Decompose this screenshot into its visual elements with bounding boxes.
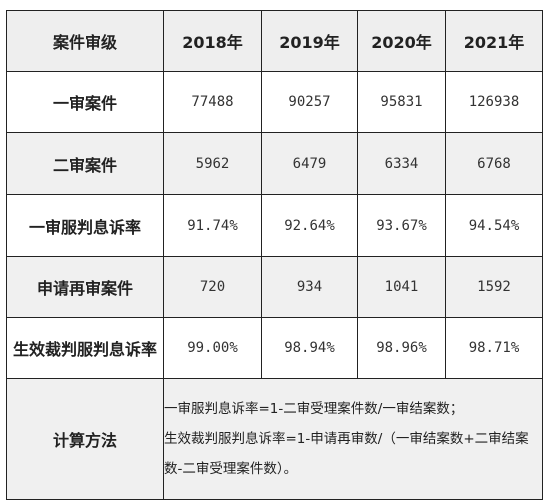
row-label: 申请再审案件 [6, 256, 164, 318]
table-cell: 95831 [357, 71, 446, 133]
table-cell: 92.64% [261, 194, 358, 257]
table-cell: 934 [261, 256, 358, 318]
table-row-first-instance-acceptance-rate: 一审服判息诉率 91.74% 92.64% 93.67% 94.54% [6, 194, 543, 257]
method-label: 计算方法 [6, 378, 164, 500]
table-cell: 1592 [445, 256, 543, 318]
table-cell: 98.94% [261, 317, 358, 379]
header-year-2018: 2018年 [163, 10, 262, 72]
method-line: 生效裁判服判息诉率=1-申请再审数/（一审结案数+二审结案 [164, 431, 529, 447]
table-cell: 98.71% [445, 317, 543, 379]
row-label: 生效裁判服判息诉率 [6, 317, 164, 379]
table-cell: 90257 [261, 71, 358, 133]
table-cell: 1041 [357, 256, 446, 318]
table-row-first-instance-cases: 一审案件 77488 90257 95831 126938 [6, 71, 543, 133]
table-cell: 77488 [163, 71, 262, 133]
table-cell: 94.54% [445, 194, 543, 257]
table-cell: 99.00% [163, 317, 262, 379]
header-year-2021: 2021年 [445, 10, 543, 72]
row-label: 二审案件 [6, 132, 164, 195]
table-cell: 91.74% [163, 194, 262, 257]
table-cell: 5962 [163, 132, 262, 195]
table-row-second-instance-cases: 二审案件 5962 6479 6334 6768 [6, 132, 543, 195]
table-cell: 6479 [261, 132, 358, 195]
table-cell: 720 [163, 256, 262, 318]
table-cell: 6768 [445, 132, 543, 195]
table-row-retrial-applications: 申请再审案件 720 934 1041 1592 [6, 256, 543, 318]
table-row-calculation-method: 计算方法 一审服判息诉率=1-二审受理案件数/一审结案数； 生效裁判服判息诉率=… [6, 378, 543, 500]
method-description: 一审服判息诉率=1-二审受理案件数/一审结案数； 生效裁判服判息诉率=1-申请再… [163, 378, 543, 500]
court-case-statistics-table: 案件审级 2018年 2019年 2020年 2021年 一审案件 77488 … [6, 10, 543, 500]
header-case-level: 案件审级 [6, 10, 164, 72]
row-label: 一审案件 [6, 71, 164, 133]
row-label: 一审服判息诉率 [6, 194, 164, 257]
table-cell: 126938 [445, 71, 543, 133]
method-line: 数-二审受理案件数）。 [164, 461, 298, 477]
table-row-effective-judgment-acceptance-rate: 生效裁判服判息诉率 99.00% 98.94% 98.96% 98.71% [6, 317, 543, 379]
table-cell: 98.96% [357, 317, 446, 379]
table-cell: 93.67% [357, 194, 446, 257]
table-cell: 6334 [357, 132, 446, 195]
header-year-2019: 2019年 [261, 10, 358, 72]
header-year-2020: 2020年 [357, 10, 446, 72]
table-header-row: 案件审级 2018年 2019年 2020年 2021年 [6, 10, 543, 72]
method-line: 一审服判息诉率=1-二审受理案件数/一审结案数； [164, 401, 464, 417]
